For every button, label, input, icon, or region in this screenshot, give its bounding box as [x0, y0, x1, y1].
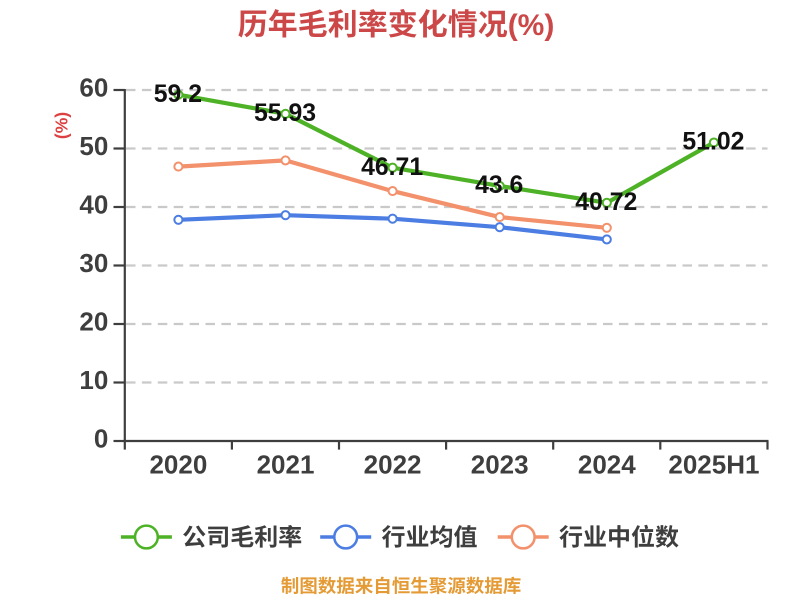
svg-text:40: 40 [79, 189, 108, 219]
svg-text:55.93: 55.93 [254, 100, 316, 127]
svg-text:(%): (%) [51, 112, 71, 139]
svg-text:51.02: 51.02 [682, 129, 744, 156]
svg-text:60: 60 [79, 72, 108, 102]
svg-text:0: 0 [94, 423, 108, 453]
svg-text:59.2: 59.2 [154, 81, 202, 108]
svg-text:10: 10 [79, 365, 108, 395]
svg-text:2023: 2023 [471, 449, 529, 479]
svg-text:2024: 2024 [578, 449, 636, 479]
svg-text:(%): (%) [508, 9, 555, 42]
svg-text:2025H1: 2025H1 [668, 449, 759, 479]
svg-text:2022: 2022 [364, 449, 422, 479]
svg-text:46.71: 46.71 [361, 154, 423, 181]
svg-text:2020: 2020 [149, 449, 207, 479]
svg-text:40.72: 40.72 [575, 189, 637, 216]
svg-text:20: 20 [79, 306, 108, 336]
svg-text:50: 50 [79, 131, 108, 161]
svg-text:30: 30 [79, 248, 108, 278]
svg-text:43.6: 43.6 [475, 172, 523, 199]
svg-text:2021: 2021 [257, 449, 315, 479]
